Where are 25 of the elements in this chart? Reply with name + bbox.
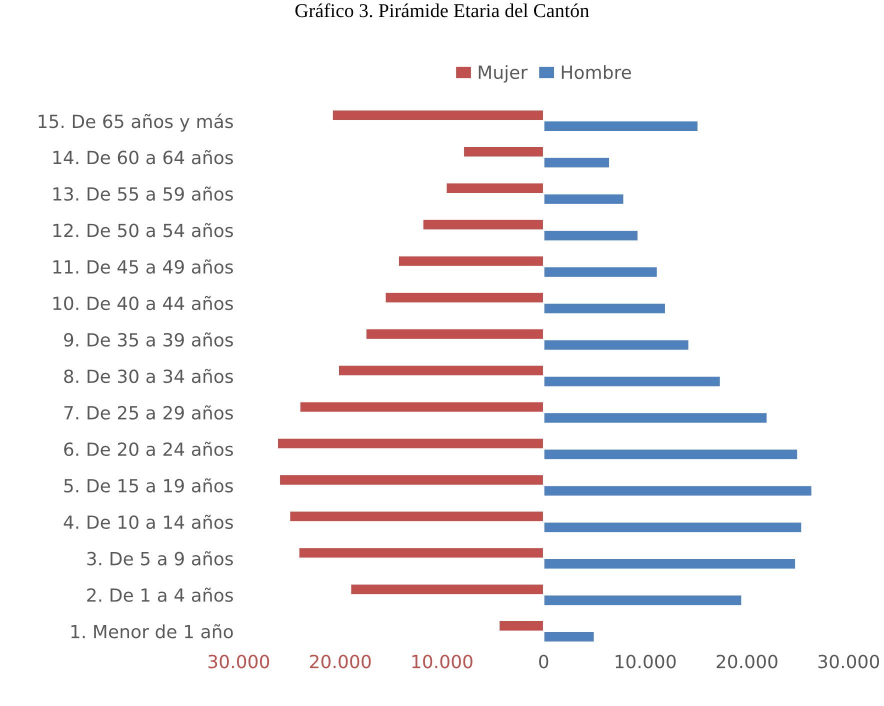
y-tick-label: 7. De 25 a 29 años bbox=[64, 405, 233, 420]
x-tick-label: 0 bbox=[539, 654, 548, 668]
x-tick-label: 30.000 bbox=[208, 654, 270, 668]
y-tick-label: 14. De 60 a 64 años bbox=[53, 150, 233, 164]
x-tick-label: 20.000 bbox=[716, 654, 778, 668]
y-tick-label: 6. De 20 a 24 años bbox=[64, 442, 233, 456]
y-tick-label: 13. De 55 a 59 años bbox=[53, 186, 233, 201]
y-tick-label: 12. De 50 a 54 años bbox=[53, 222, 233, 238]
legend-label: Hombre bbox=[562, 65, 631, 80]
x-tick-label: 20.000 bbox=[310, 654, 371, 668]
y-tick-label: 4. De 10 a 14 años bbox=[64, 514, 233, 529]
y-tick-label: 1. Menor de 1 año bbox=[71, 624, 233, 638]
y-tick-label: 5. De 15 a 19 años bbox=[64, 478, 233, 493]
y-tick-label: 10. De 40 a 44 años bbox=[53, 296, 233, 310]
x-tick-label: 10.000 bbox=[616, 654, 676, 668]
y-tick-label: 15. De 65 años y más bbox=[38, 114, 233, 132]
y-tick-label: 11. De 45 a 49 años bbox=[53, 259, 233, 274]
legend-label: Mujer bbox=[478, 65, 528, 83]
y-tick-label: 9. De 35 a 39 años bbox=[64, 332, 233, 347]
chart-title: Gráfico 3. Pirámide Etaria del Cantón bbox=[295, 3, 590, 18]
y-tick-label: 2. De 1 a 4 años bbox=[87, 588, 233, 602]
y-tick-label: 8. De 30 a 34 años bbox=[64, 368, 233, 384]
x-tick-label: 10.000 bbox=[412, 654, 472, 668]
y-tick-label: 3. De 5 a 9 años bbox=[87, 551, 233, 566]
x-tick-label: 30.000 bbox=[818, 654, 880, 668]
